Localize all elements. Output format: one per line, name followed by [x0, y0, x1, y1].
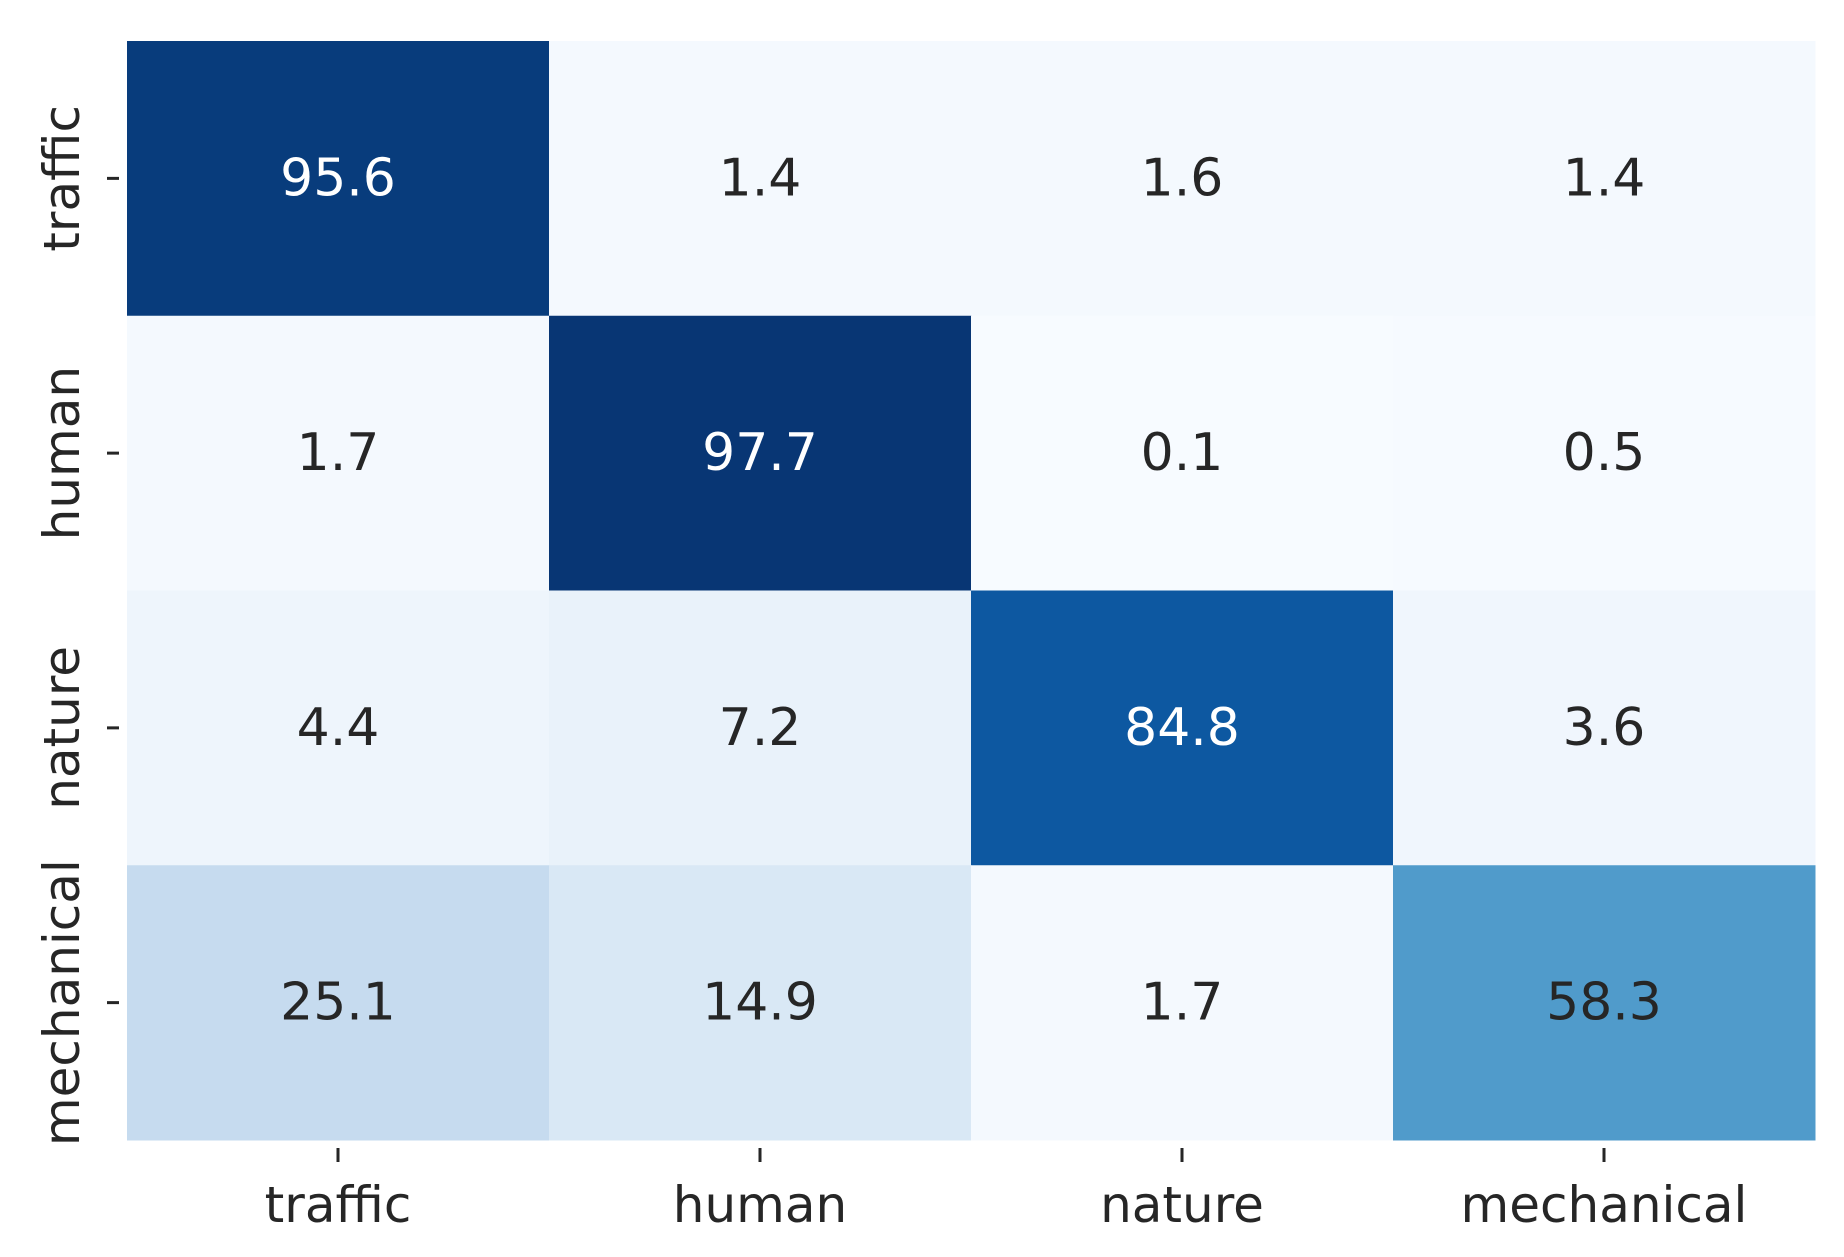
heatmap-cell-human-mechanical [1393, 315, 1816, 591]
y-axis: traffic human nature mechanical [33, 105, 119, 1146]
cell-value-label-mechanical-mechanical: 58.3 [1546, 973, 1662, 1033]
cell-value-label-human-nature: 0.1 [1141, 423, 1224, 483]
heatmap-cell-mechanical-human [549, 865, 972, 1141]
x-tick-label-nature: nature [1100, 1176, 1264, 1234]
cell-value-label-human-mechanical: 0.5 [1563, 423, 1646, 483]
x-tick-label-human: human [673, 1176, 847, 1234]
y-tick-label-nature: nature [33, 646, 91, 810]
heatmap-cell-nature-nature [971, 590, 1394, 866]
cell-value-label-mechanical-traffic: 25.1 [280, 973, 396, 1033]
cell-value-label-traffic-nature: 1.6 [1141, 148, 1224, 208]
x-axis: traffic human nature mechanical [265, 1148, 1748, 1234]
cell-value-label-traffic-human: 1.4 [719, 148, 802, 208]
heatmap-cell-mechanical-traffic [127, 865, 550, 1141]
cell-value-label-human-traffic: 1.7 [297, 423, 380, 483]
y-tick-label-mechanical: mechanical [33, 859, 91, 1146]
cell-value-label-human-human: 97.7 [702, 423, 818, 483]
cell-value-label-nature-nature: 84.8 [1124, 698, 1240, 758]
heatmap-cell-human-human [549, 315, 972, 591]
heatmap-cell-mechanical-mechanical [1393, 865, 1816, 1141]
heatmap-cell-mechanical-nature [971, 865, 1394, 1141]
y-tick-label-traffic: traffic [33, 105, 91, 252]
cell-value-label-traffic-mechanical: 1.4 [1563, 148, 1646, 208]
heatmap-cell-nature-human [549, 590, 972, 866]
heatmap-cell-labels: 95.6 1.4 1.6 1.4 1.7 97.7 0.1 0.5 4.4 7.2 84.8 3.6 2… [280, 148, 1662, 1032]
heatmap-cell-nature-mechanical [1393, 590, 1816, 866]
cell-value-label-nature-human: 7.2 [719, 698, 802, 758]
heatmap-cell-traffic-nature [971, 41, 1394, 317]
heatmap-cell-traffic-mechanical [1393, 41, 1816, 317]
cell-value-label-mechanical-nature: 1.7 [1141, 973, 1224, 1033]
heatmap-cell-nature-traffic [127, 590, 550, 866]
cell-value-label-nature-mechanical: 3.6 [1563, 698, 1646, 758]
heatmap-cell-human-nature [971, 315, 1394, 591]
y-tick-label-human: human [33, 366, 91, 540]
heatmap-cell-human-traffic [127, 315, 550, 591]
cell-value-label-nature-traffic: 4.4 [297, 698, 380, 758]
cell-value-label-mechanical-human: 14.9 [702, 973, 818, 1033]
x-tick-label-traffic: traffic [265, 1176, 412, 1234]
heatmap-cell-traffic-traffic [127, 41, 550, 317]
cell-value-label-traffic-traffic: 95.6 [280, 148, 396, 208]
heatmap-cell-traffic-human [549, 41, 972, 317]
heatmap-cells [127, 41, 1816, 1141]
x-tick-label-mechanical: mechanical [1461, 1176, 1748, 1234]
